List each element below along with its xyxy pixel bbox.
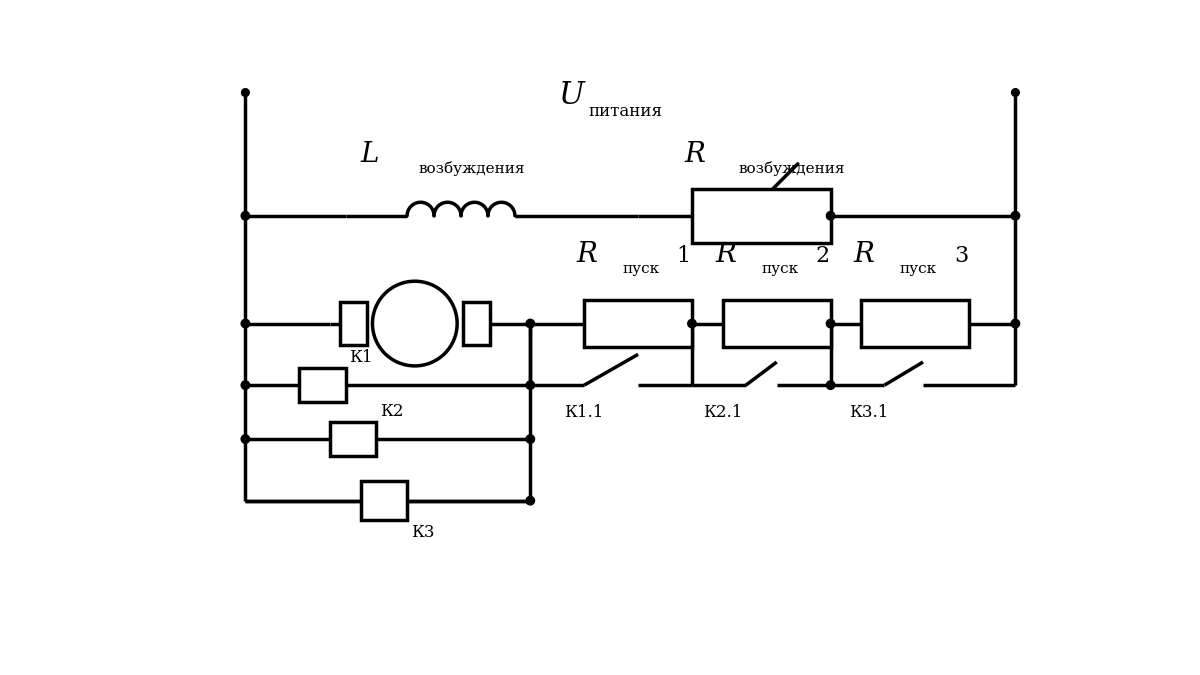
Text: К3.1: К3.1 bbox=[850, 404, 889, 421]
Text: пуск: пуск bbox=[900, 263, 937, 277]
Bar bbox=[584, 300, 692, 347]
Text: К2.1: К2.1 bbox=[703, 404, 743, 421]
Circle shape bbox=[1012, 211, 1020, 220]
Circle shape bbox=[827, 319, 835, 328]
Circle shape bbox=[372, 281, 457, 366]
Text: питания: питания bbox=[588, 103, 662, 119]
Text: R: R bbox=[715, 241, 736, 268]
Text: R: R bbox=[576, 241, 598, 268]
Circle shape bbox=[827, 381, 835, 389]
Text: К3: К3 bbox=[410, 524, 434, 541]
Text: R: R bbox=[853, 241, 875, 268]
Text: L: L bbox=[361, 141, 379, 168]
Bar bbox=[340, 302, 367, 345]
Circle shape bbox=[241, 319, 250, 328]
Circle shape bbox=[241, 211, 250, 220]
Circle shape bbox=[526, 496, 534, 505]
Text: 3: 3 bbox=[954, 245, 968, 267]
Bar bbox=[862, 300, 970, 347]
Circle shape bbox=[1012, 88, 1019, 97]
Circle shape bbox=[688, 319, 696, 328]
Circle shape bbox=[241, 381, 250, 389]
Text: R: R bbox=[684, 141, 706, 168]
Circle shape bbox=[827, 211, 835, 220]
Text: К2: К2 bbox=[380, 403, 403, 420]
Bar bbox=[330, 422, 377, 456]
Bar bbox=[299, 368, 346, 402]
Circle shape bbox=[526, 435, 534, 443]
Circle shape bbox=[526, 381, 534, 389]
Text: К1: К1 bbox=[349, 349, 373, 366]
Bar bbox=[722, 300, 830, 347]
Bar bbox=[361, 481, 407, 520]
Text: возбуждения: возбуждения bbox=[419, 161, 526, 176]
Text: U: U bbox=[558, 80, 584, 111]
Circle shape bbox=[241, 435, 250, 443]
Bar bbox=[692, 189, 830, 243]
Text: пуск: пуск bbox=[761, 263, 798, 277]
Bar bbox=[463, 302, 490, 345]
Text: 1: 1 bbox=[677, 245, 691, 267]
Text: пуск: пуск bbox=[623, 263, 660, 277]
Text: возбуждения: возбуждения bbox=[738, 161, 845, 176]
Circle shape bbox=[241, 88, 250, 97]
Circle shape bbox=[526, 319, 534, 328]
Text: К1.1: К1.1 bbox=[564, 404, 604, 421]
Text: 2: 2 bbox=[815, 245, 829, 267]
Circle shape bbox=[1012, 319, 1020, 328]
